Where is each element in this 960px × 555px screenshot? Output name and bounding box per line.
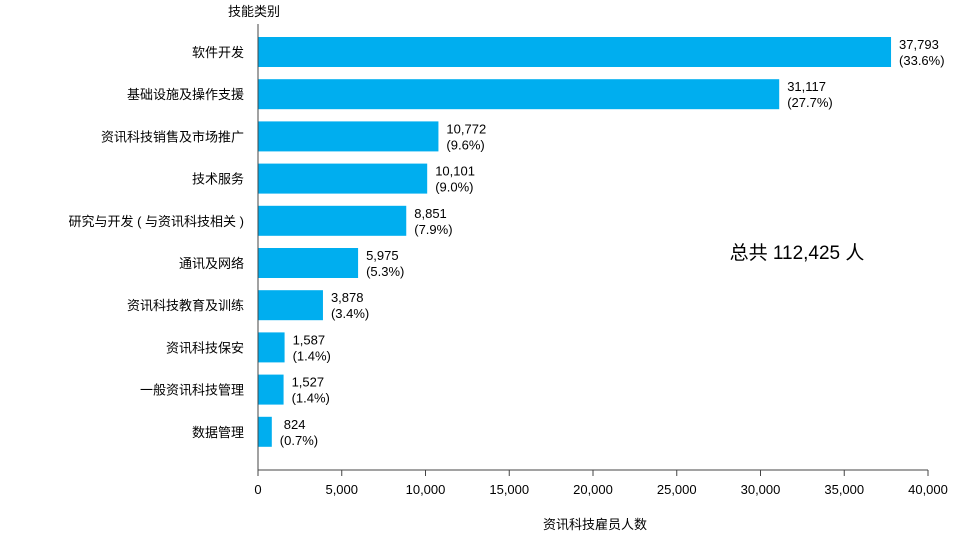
value-label: 8,851 xyxy=(414,206,447,221)
bar xyxy=(258,290,323,321)
category-label: 资讯科技销售及市场推广 xyxy=(101,129,244,144)
bar xyxy=(258,205,407,236)
total-annotation: 总共 112,425 人 xyxy=(730,242,865,264)
value-label: 31,117 xyxy=(787,79,826,94)
x-tick-label: 0 xyxy=(254,482,261,497)
x-tick-label: 30,000 xyxy=(741,482,781,497)
x-tick-label: 25,000 xyxy=(657,482,697,497)
y-axis-title: 技能类别 xyxy=(228,4,280,19)
value-label: 5,975 xyxy=(366,248,399,263)
percent-label: (0.7%) xyxy=(280,433,318,448)
x-tick-label: 10,000 xyxy=(406,482,446,497)
x-axis-ticks: 0 5,000 10,000 15,000 20,000 25,000 30,000 35,0… xyxy=(254,470,948,497)
x-tick-label: 15,000 xyxy=(489,482,529,497)
percent-label: (27.7%) xyxy=(787,95,833,110)
value-label: 3,878 xyxy=(331,290,364,305)
x-axis-title: 资讯科技雇员人数 xyxy=(543,517,647,532)
bar xyxy=(258,79,780,110)
bar xyxy=(258,248,359,278)
percent-label: (3.4%) xyxy=(331,306,369,321)
bars-group xyxy=(258,37,892,447)
value-labels: 37,793(33.6%) 31,117(27.7%) 10,772(9.6%) 10… xyxy=(280,37,945,448)
bar xyxy=(258,416,272,447)
x-tick-label: 5,000 xyxy=(325,482,358,497)
category-label: 资讯科技保安 xyxy=(166,340,244,355)
bar xyxy=(258,374,284,405)
percent-label: (33.6%) xyxy=(899,53,945,68)
percent-label: (9.0%) xyxy=(435,180,473,195)
category-label: 研究与开发 ( 与资讯科技相关 ) xyxy=(69,214,245,229)
category-label: 资讯科技教育及训练 xyxy=(127,298,244,313)
category-label: 软件开发 xyxy=(192,45,244,60)
category-label: 基础设施及操作支援 xyxy=(127,87,244,102)
x-tick-label: 20,000 xyxy=(573,482,613,497)
category-label: 通讯及网络 xyxy=(179,256,244,271)
percent-label: (7.9%) xyxy=(414,222,452,237)
value-label: 824 xyxy=(284,417,306,432)
percent-label: (9.6%) xyxy=(446,137,484,152)
x-tick-label: 35,000 xyxy=(824,482,864,497)
category-label: 技术服务 xyxy=(192,172,244,187)
value-label: 1,587 xyxy=(293,332,326,347)
value-label: 10,772 xyxy=(446,121,486,136)
x-tick-label: 40,000 xyxy=(908,482,948,497)
percent-label: (5.3%) xyxy=(366,264,404,279)
category-label: 一般资讯科技管理 xyxy=(140,383,244,398)
value-label: 1,527 xyxy=(292,375,325,390)
percent-label: (1.4%) xyxy=(292,391,330,406)
bar xyxy=(258,121,439,152)
bar xyxy=(258,163,428,194)
bar xyxy=(258,332,285,363)
value-label: 10,101 xyxy=(435,164,475,179)
bar xyxy=(258,37,892,67)
percent-label: (1.4%) xyxy=(293,348,331,363)
category-label: 数据管理 xyxy=(192,425,244,440)
value-label: 37,793 xyxy=(899,37,939,52)
